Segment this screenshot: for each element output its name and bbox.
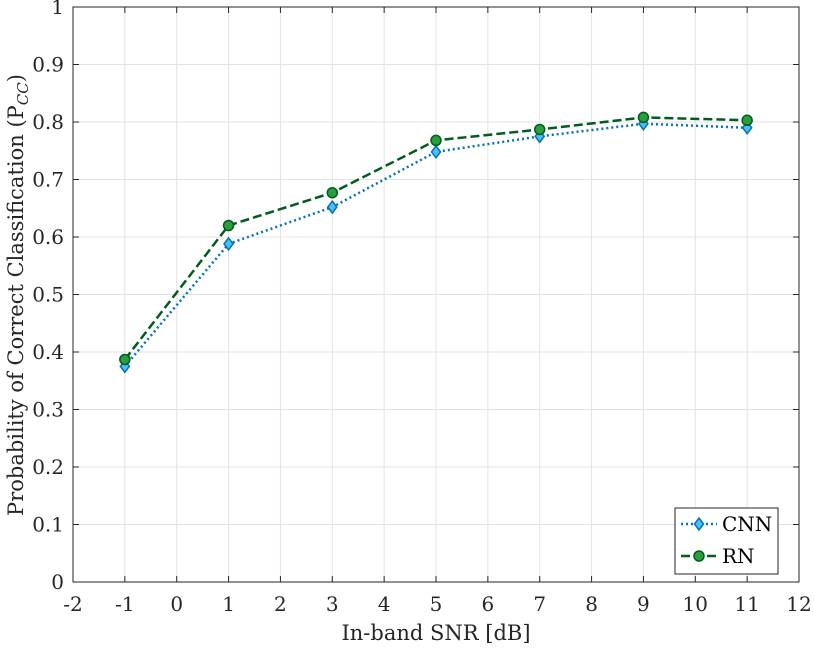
x-tick-label: 8 [585,592,598,616]
x-tick-label: 5 [430,592,443,616]
data-point-rn [637,111,650,124]
y-axis-label: Probability of Correct Classification (P… [4,74,32,516]
legend-label-cnn: CNN [722,512,772,536]
y-axis-label-subscript: CC [14,82,32,105]
x-axis-label: In-band SNR [dB] [341,621,530,645]
legend-label-rn: RN [722,544,755,568]
y-tick-label: 0 [51,570,64,594]
x-tick-label: 10 [683,592,708,616]
y-tick-label: 0.3 [32,398,64,422]
y-tick-label: 0.8 [32,110,64,134]
y-axis-ticks: 0 0.1 0.2 0.3 0.4 0.5 0.6 0.7 0.8 0.9 1 [32,0,799,594]
y-axis-label-main: Probability of Correct Classification (P [4,105,28,516]
x-tick-label: 9 [637,592,650,616]
x-tick-label: 6 [481,592,494,616]
legend-marker-cnn [693,516,705,532]
data-point-rn [222,219,235,232]
data-point-cnn [326,199,338,215]
data-point-cnn [223,236,235,252]
data-point-rn [119,353,131,366]
x-tick-label: 4 [378,592,391,616]
x-tick-label: 7 [533,592,546,616]
y-tick-label: 1 [51,0,64,19]
data-point-cnn [430,144,442,160]
data-point-rn [741,114,753,127]
x-tick-label: 1 [222,592,235,616]
y-axis-label-close: ) [4,74,28,82]
series-layer [119,111,753,374]
legend-marker-rn [693,550,705,562]
data-point-rn [430,134,442,147]
y-tick-label: 0.1 [32,513,64,537]
x-tick-label: 2 [274,592,287,616]
x-tick-label: 3 [326,592,339,616]
legend-box [674,507,779,575]
x-tick-label: -2 [63,592,82,616]
x-tick-label: 11 [734,592,759,616]
plot-frame [72,6,800,583]
x-axis-ticks: -2 -1 0 1 2 3 4 5 6 7 8 9 10 11 12 [63,7,812,616]
y-tick-label: 0.4 [32,340,64,364]
series-rn [119,111,753,366]
y-tick-label: 0.9 [32,53,64,77]
y-tick-label: 0.2 [32,455,64,479]
y-tick-label: 0.6 [32,225,64,249]
y-tick-label: 0.5 [32,283,64,307]
data-point-rn [533,123,546,136]
x-tick-label: 12 [786,592,811,616]
y-tick-label: 0.7 [32,168,64,192]
legend: CNN RN [674,507,779,575]
x-tick-label: 0 [170,592,183,616]
x-tick-label: -1 [115,592,134,616]
data-point-rn [326,186,339,199]
